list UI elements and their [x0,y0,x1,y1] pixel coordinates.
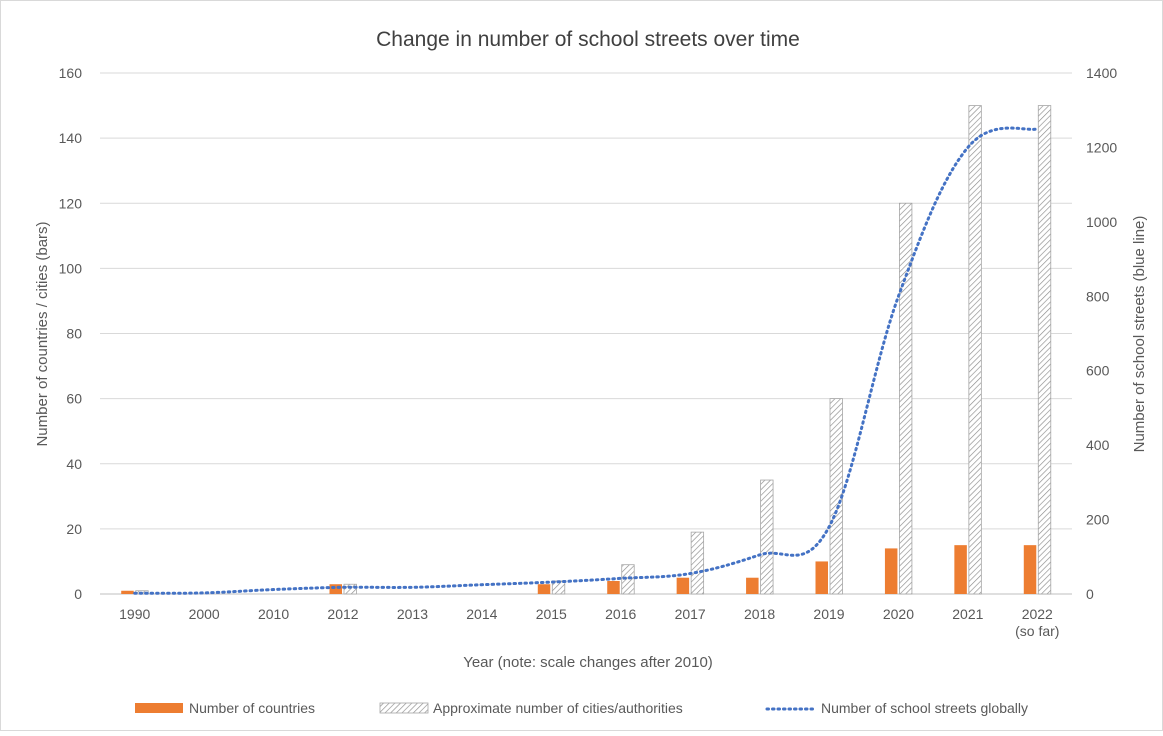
bar-cities [968,105,982,595]
legend-swatch-cities [379,702,429,714]
x-tick-label: 1990 [119,606,150,622]
legend: Number of countries Approximate number o… [135,700,1028,716]
y-right-tick-label: 1400 [1086,65,1117,81]
x-tick-label: 2000 [189,606,220,622]
bar-cities [1037,105,1052,595]
right-axis-ticks: 0 200 400 600 800 1000 1200 1400 [1086,65,1117,602]
y-left-tick-label: 40 [66,456,82,472]
bars [121,105,1052,595]
x-tick-label: 2021 [952,606,983,622]
line-school-streets [133,126,1039,595]
y-left-tick-label: 60 [66,391,82,407]
x-tick-label: 2017 [675,606,706,622]
y-right-tick-label: 400 [1086,437,1110,453]
bar-cities [690,531,705,595]
bar-countries [815,561,828,594]
left-axis-ticks: 0 20 40 60 80 100 120 140 160 [59,65,83,602]
bar-countries [537,584,551,594]
legend-swatch-countries [135,703,183,713]
y-left-axis-label: Number of countries / cities (bars) [34,221,51,446]
x-axis-ticks: 1990 2000 2010 2012 2013 2014 2015 2016 2017 2018… [119,606,1059,639]
bar-countries [746,577,759,594]
x-tick-label: 2012 [327,606,358,622]
y-right-tick-label: 1000 [1086,214,1117,230]
x-tick-label: 2022 [1022,606,1053,622]
y-right-tick-label: 800 [1086,288,1110,304]
y-right-tick-label: 200 [1086,512,1110,528]
x-tick-label: 2020 [883,606,914,622]
legend-label-cities: Approximate number of cities/authorities [433,700,683,716]
bar-countries [329,584,342,594]
bar-cities [621,564,635,595]
bar-countries [121,590,134,594]
x-tick-label: (so far) [1015,623,1059,639]
x-tick-label: 2018 [744,606,775,622]
y-left-tick-label: 120 [59,195,83,211]
bar-cities [343,583,357,595]
y-left-tick-label: 20 [66,521,82,537]
bar-countries [1023,545,1037,594]
bar-countries [884,548,898,594]
legend-label-school-streets: Number of school streets globally [821,700,1028,716]
bar-countries [607,580,620,594]
line-series [133,126,1039,595]
x-tick-label: 2016 [605,606,636,622]
chart-title: Change in number of school streets over … [376,28,800,51]
x-tick-label: 2015 [536,606,567,622]
bar-countries [954,545,967,594]
x-tick-label: 2014 [466,606,497,622]
y-right-tick-label: 0 [1086,586,1094,602]
y-left-tick-label: 80 [66,326,82,342]
x-axis-label: Year (note: scale changes after 2010) [463,654,713,671]
x-tick-label: 2019 [813,606,844,622]
x-tick-label: 2013 [397,606,428,622]
y-left-tick-label: 0 [74,586,82,602]
y-right-axis-label: Number of school streets (blue line) [1131,216,1148,453]
y-left-tick-label: 100 [59,260,83,276]
y-left-tick-label: 140 [59,130,83,146]
y-right-tick-label: 1200 [1086,139,1117,155]
y-left-tick-label: 160 [59,65,83,81]
y-right-tick-label: 600 [1086,363,1110,379]
legend-label-countries: Number of countries [189,700,315,716]
bar-cities [760,479,774,595]
x-tick-label: 2010 [258,606,289,622]
bar-countries [676,577,690,594]
bar-cities [899,202,913,595]
